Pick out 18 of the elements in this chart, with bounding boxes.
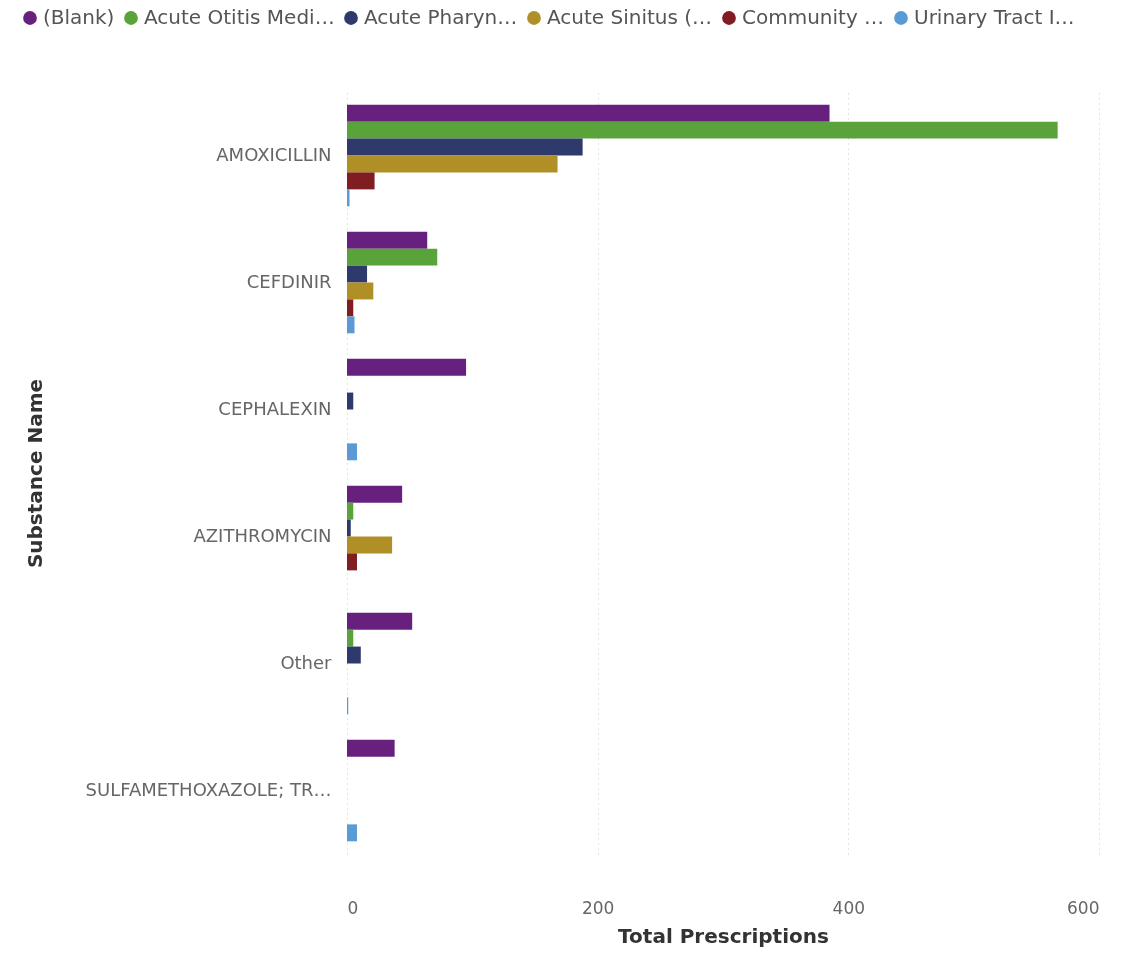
y-tick-label: SULFAMETHOXAZOLE; TR… bbox=[85, 778, 332, 800]
x-tick-label: 600 bbox=[1067, 897, 1100, 918]
y-tick-label: CEFDINIR bbox=[246, 270, 332, 292]
legend-label: Acute Pharyn… bbox=[364, 5, 518, 29]
y-tick-label: AMOXICILLIN bbox=[216, 143, 332, 165]
x-tick-label: 0 bbox=[347, 897, 359, 918]
legend-label: (Blank) bbox=[43, 5, 115, 29]
legend-label: Community … bbox=[742, 5, 885, 29]
y-tick-label: Other bbox=[280, 651, 333, 673]
x-tick-label: 400 bbox=[832, 897, 866, 918]
y-axis-title: Substance Name bbox=[22, 378, 47, 569]
y-tick-label: AZITHROMYCIN bbox=[193, 524, 332, 546]
legend-label: Acute Otitis Medi… bbox=[144, 5, 335, 29]
legend-label: Urinary Tract I… bbox=[914, 5, 1075, 29]
legend-label: Acute Sinitus (… bbox=[547, 5, 713, 29]
x-tick-label: 200 bbox=[581, 897, 615, 918]
x-axis-title: Total Prescriptions bbox=[618, 923, 829, 948]
y-tick-label: CEPHALEXIN bbox=[218, 397, 332, 419]
